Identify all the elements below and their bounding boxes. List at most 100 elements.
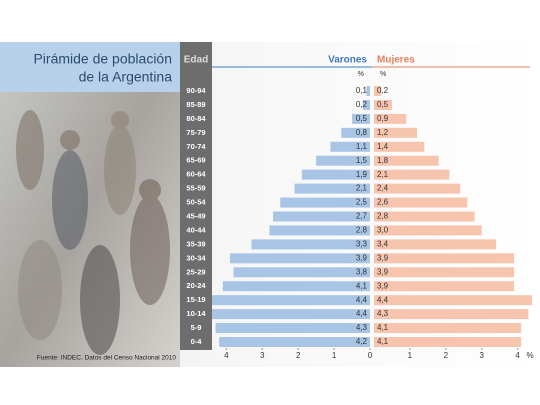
value-label: 0,5 [377,100,389,109]
value-label: 2,1 [356,184,368,193]
value-label: 0,8 [356,128,368,137]
bar [280,197,370,208]
bar [352,113,370,124]
x-tick-label: 4 [224,351,229,360]
value-label: 4,1 [356,281,368,290]
y-tick-label: 50-54 [186,198,206,207]
bar [374,239,497,250]
value-label: 4,2 [356,337,368,346]
bar [269,225,370,236]
y-tick-label: 55-59 [186,184,205,193]
bar [222,281,370,292]
y-tick-label: 0-4 [191,337,203,346]
bar [294,183,370,194]
bar [374,169,450,180]
y-tick-label: 90-94 [186,86,206,95]
bar [362,99,370,110]
y-tick-label: 80-84 [186,114,206,123]
y-tick-label: 60-64 [186,170,206,179]
value-label: 1,5 [356,156,368,165]
y-tick-label: 30-34 [186,253,206,262]
value-label: 1,8 [377,156,389,165]
value-label: 4,4 [356,309,368,318]
x-unit-label: % [526,351,533,360]
y-tick-label: 10-14 [186,309,206,318]
x-tick-label: 3 [260,351,265,360]
y-tick-label: 25-29 [186,267,205,276]
source: Fuente: INDEC. Datos del Censo Nacional … [37,355,176,362]
bar [374,113,407,124]
bar [374,141,425,152]
y-tick-label: 45-49 [186,211,205,220]
value-label: 2,8 [356,226,368,235]
value-label: 1,2 [377,128,389,137]
value-label: 3,0 [377,226,389,235]
chart-title: Pirámide de población [33,51,172,67]
bar [374,295,532,306]
bar [212,309,370,320]
value-label: 0,5 [356,114,368,123]
y-tick-label: 35-39 [186,239,205,248]
x-tick-label: 2 [296,351,301,360]
bar [374,197,468,208]
y-tick-label: 70-74 [186,142,206,151]
value-label: 2,7 [356,212,368,221]
bar [374,99,392,110]
value-label: 0,2 [377,86,389,95]
bar [215,323,370,334]
value-label: 2,6 [377,198,389,207]
value-label: 0,1 [356,86,368,95]
bar [374,127,418,138]
bar [374,267,515,278]
x-tick-label: 2 [444,351,449,360]
value-label: 4,4 [356,295,368,304]
bar [374,281,515,292]
y-axis-label: Edad [184,55,208,66]
value-label: 3,9 [356,253,368,262]
value-label: 2,1 [377,170,389,179]
x-tick-label: 4 [515,351,520,360]
y-tick-label: 85-89 [186,100,205,109]
bar [229,253,370,264]
legend-label: Varones [328,55,367,66]
value-label: 3,3 [356,239,368,248]
bar [330,141,370,152]
bar [301,169,370,180]
photo-crowd [16,110,170,355]
bar [219,337,370,347]
chart-title: de la Argentina [79,69,173,85]
y-tick-label: 20-24 [186,281,206,290]
bar [374,309,529,320]
bar [374,86,382,96]
age-column [180,42,212,350]
value-label: 1,9 [356,170,368,179]
bar [341,127,370,138]
value-label: 0,2 [356,100,368,109]
x-tick-label: 0 [368,351,373,360]
y-tick-label: 15-19 [186,295,205,304]
bar [233,267,370,278]
value-label: 3,9 [377,281,389,290]
bar [374,155,439,166]
value-label: 4,3 [377,309,389,318]
unit-label: % [380,71,386,78]
value-label: 1,4 [377,142,389,151]
y-tick-label: 75-79 [186,128,205,137]
value-label: 3,9 [377,253,389,262]
unit-label: % [358,71,364,78]
x-tick-label: 1 [332,351,337,360]
x-tick-label: 1 [408,351,413,360]
value-label: 2,4 [377,184,389,193]
bar [251,239,370,250]
bar [366,86,370,96]
bar [374,337,522,347]
bar [273,211,370,222]
y-tick-label: 65-69 [186,156,205,165]
value-label: 1,1 [356,142,368,151]
value-label: 3,8 [356,267,368,276]
value-label: 4,1 [377,337,389,346]
bar [374,323,522,334]
value-label: 2,5 [356,198,368,207]
